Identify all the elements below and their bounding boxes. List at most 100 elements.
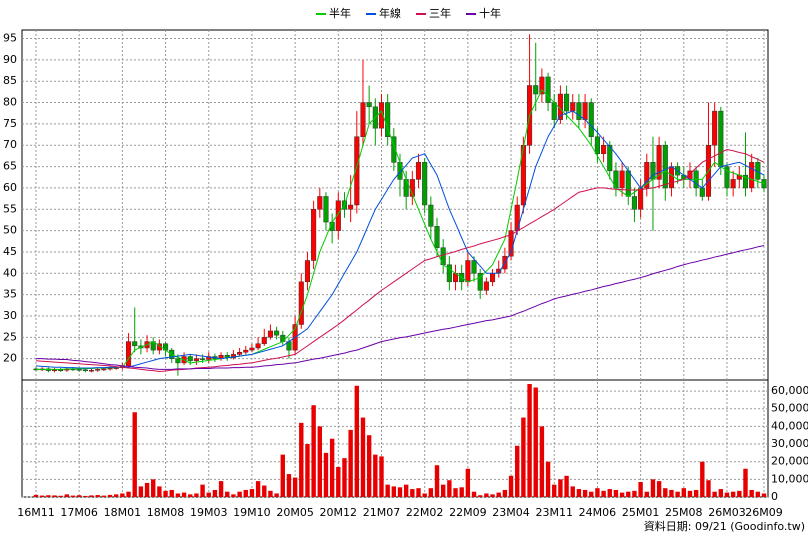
volume-bar [292, 477, 298, 497]
volume-bar [107, 494, 113, 497]
y-tick-label: 35 [3, 288, 17, 301]
volume-bar [76, 495, 82, 497]
volume-bar [354, 385, 360, 497]
volume-bar [329, 438, 335, 497]
volume-bar [243, 489, 248, 497]
volume-bar [576, 489, 582, 497]
x-tick-label: 23M11 [535, 506, 573, 519]
y2-tick-label: 0 [771, 490, 778, 503]
volume-bar [644, 491, 649, 497]
volume-bar [175, 493, 181, 497]
volume-bar [299, 422, 304, 497]
candle-body [58, 369, 64, 372]
volume-bar [280, 454, 285, 497]
volume-bar [33, 494, 39, 497]
x-tick-label: 18M01 [104, 506, 142, 519]
volume-bar [663, 488, 668, 497]
volume-bar [669, 489, 674, 497]
volume-bar [274, 493, 279, 497]
candle-body [366, 102, 372, 108]
y-tick-label: 20 [3, 352, 17, 365]
volume-bar [262, 485, 267, 497]
candle-body [668, 166, 675, 189]
candle-body [267, 330, 273, 338]
volume-bar [95, 495, 100, 497]
x-tick-label: 26M03 [708, 506, 746, 519]
y-tick-label: 90 [3, 53, 17, 66]
candle-body [730, 179, 736, 189]
y-tick-label: 45 [3, 245, 17, 258]
x-tick-label: 20M12 [320, 506, 358, 519]
volume-bar [730, 491, 736, 497]
volume-bar [650, 479, 656, 497]
volume-bar [761, 493, 767, 497]
volume-bar [89, 495, 94, 497]
volume-bar [724, 492, 730, 497]
volume-bar [718, 489, 724, 497]
volume-bar [687, 490, 693, 497]
volume-bar [428, 488, 434, 497]
volume-bar [311, 405, 316, 497]
volume-bar [558, 479, 563, 497]
ma-line [36, 245, 765, 370]
candle-body [335, 200, 341, 231]
candle-body [403, 179, 409, 197]
volume-bar [515, 445, 520, 497]
volume-bar [317, 426, 322, 497]
volume-bar [206, 492, 211, 497]
volume-bar [700, 461, 705, 497]
volume-bar [163, 490, 168, 497]
volume-bar [743, 468, 748, 497]
volume-bar [681, 488, 686, 497]
x-tick-label: 26M09 [745, 506, 783, 519]
volume-bar [391, 486, 397, 497]
ma-line [35, 148, 765, 372]
legend-label: 年線 [379, 6, 401, 20]
candle-body [298, 281, 304, 325]
volume-bar [416, 488, 421, 497]
candle-body [656, 144, 662, 180]
volume-bar [255, 481, 261, 497]
volume-bar [218, 481, 224, 497]
volume-bar [533, 387, 538, 497]
candle-body [311, 209, 317, 261]
volume-bar [527, 384, 532, 497]
legend-label: 十年 [479, 6, 501, 20]
candle-body [662, 144, 668, 189]
candle-body [588, 102, 594, 137]
volume-bar [188, 494, 193, 497]
y2-tick-label: 60,000 [771, 384, 808, 397]
x-tick-label: 20M05 [276, 506, 314, 519]
legend-label: 三年 [429, 6, 451, 20]
ma-line [35, 110, 765, 369]
candle-body [348, 204, 354, 210]
candle-body [434, 226, 440, 248]
candle-body [82, 369, 88, 372]
candle-body [323, 196, 329, 223]
candle-body [718, 110, 724, 167]
y-tick-label: 95 [3, 32, 17, 45]
candle-body [193, 358, 199, 362]
y-tick-label: 60 [3, 181, 17, 194]
volume-bar [478, 495, 483, 497]
candle-body [446, 264, 452, 283]
candle-body [699, 187, 705, 197]
candle-body [76, 369, 82, 371]
candle-body [230, 354, 236, 359]
volume-bar [360, 417, 366, 497]
volume-bar [268, 490, 273, 497]
volume-bar [144, 482, 150, 497]
candle-body [489, 273, 496, 283]
volume-bar [132, 412, 137, 497]
volume-bar [181, 492, 187, 497]
volume-bar [539, 426, 545, 497]
candle-body [533, 85, 539, 95]
volume-bar [212, 489, 218, 497]
volume-bar [126, 491, 131, 497]
volume-bar [465, 468, 471, 497]
volume-bar [151, 479, 156, 497]
x-tick-label: 24M06 [579, 506, 617, 519]
candle-body [415, 162, 422, 180]
candle-body [601, 144, 607, 155]
